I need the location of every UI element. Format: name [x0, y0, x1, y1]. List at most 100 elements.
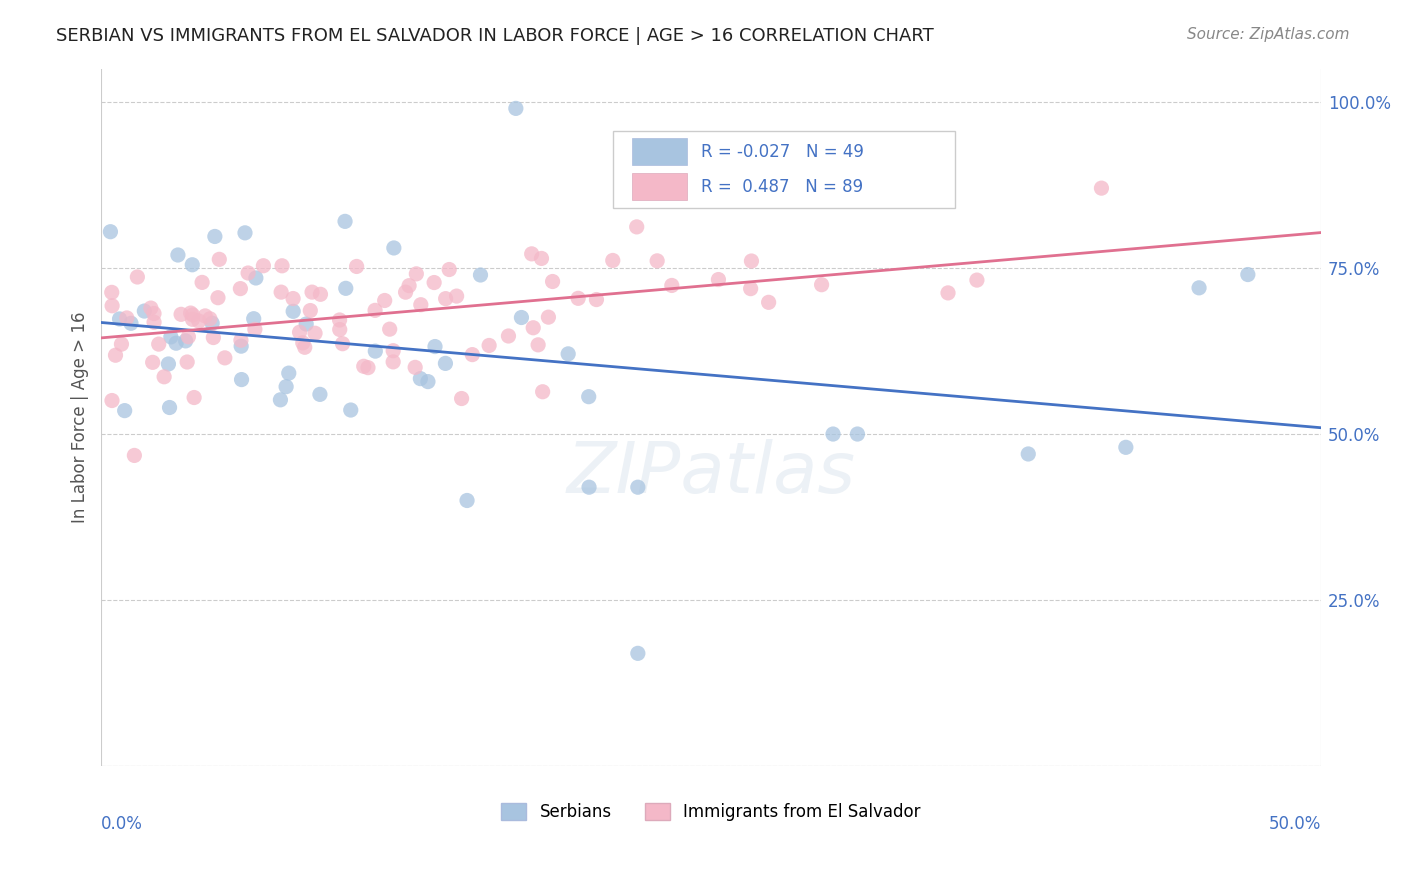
Serbians: [578, 390, 600, 404]
Immigrants from El Salvador: [661, 278, 683, 293]
Serbians: [1115, 440, 1137, 454]
Immigrants from El Salvador: [353, 359, 375, 374]
Immigrants from El Salvador: [450, 392, 472, 406]
Immigrants from El Salvador: [461, 348, 484, 362]
Immigrants from El Salvador: [271, 259, 294, 273]
Immigrants from El Salvador: [100, 285, 122, 300]
Immigrants from El Salvador: [115, 310, 138, 325]
Text: R = -0.027   N = 49: R = -0.027 N = 49: [702, 144, 865, 161]
Serbians: [283, 304, 305, 318]
Serbians: [201, 316, 224, 330]
Immigrants from El Salvador: [936, 285, 959, 300]
Immigrants from El Salvador: [142, 355, 165, 369]
Serbians: [277, 366, 299, 380]
Immigrants from El Salvador: [602, 253, 624, 268]
Immigrants from El Salvador: [478, 338, 501, 352]
Immigrants from El Salvador: [180, 306, 202, 320]
Immigrants from El Salvador: [434, 292, 457, 306]
Immigrants from El Salvador: [530, 252, 553, 266]
Immigrants from El Salvador: [364, 303, 387, 318]
Serbians: [108, 312, 131, 326]
Immigrants from El Salvador: [270, 285, 292, 300]
Immigrants from El Salvador: [522, 320, 544, 334]
FancyBboxPatch shape: [613, 131, 955, 208]
Immigrants from El Salvador: [394, 285, 416, 300]
Serbians: [339, 403, 361, 417]
Serbians: [505, 102, 527, 116]
Immigrants from El Salvador: [329, 322, 352, 336]
Serbians: [1017, 447, 1039, 461]
Text: R =  0.487   N = 89: R = 0.487 N = 89: [702, 178, 863, 196]
Serbians: [470, 268, 492, 282]
Immigrants from El Salvador: [740, 254, 762, 268]
Immigrants from El Salvador: [291, 335, 314, 350]
Immigrants from El Salvador: [332, 336, 354, 351]
Immigrants from El Salvador: [208, 252, 231, 267]
Immigrants from El Salvador: [378, 322, 401, 336]
Serbians: [627, 646, 650, 660]
Serbians: [157, 357, 180, 371]
Immigrants from El Salvador: [437, 262, 460, 277]
Serbians: [309, 387, 332, 401]
FancyBboxPatch shape: [631, 173, 686, 200]
Immigrants from El Salvador: [446, 289, 468, 303]
Serbians: [231, 373, 253, 387]
Immigrants from El Salvador: [236, 266, 259, 280]
Serbians: [181, 258, 204, 272]
Immigrants from El Salvador: [405, 267, 427, 281]
Serbians: [846, 427, 869, 442]
Immigrants from El Salvador: [101, 393, 124, 408]
Serbians: [510, 310, 533, 325]
Immigrants from El Salvador: [567, 291, 589, 305]
Immigrants from El Salvador: [104, 348, 127, 362]
Serbians: [204, 229, 226, 244]
Serbians: [242, 311, 264, 326]
Serbians: [434, 356, 457, 370]
Immigrants from El Salvador: [423, 276, 446, 290]
Immigrants from El Salvador: [520, 247, 543, 261]
Immigrants from El Salvador: [498, 329, 520, 343]
Immigrants from El Salvador: [191, 276, 214, 290]
Serbians: [165, 336, 187, 351]
Immigrants from El Salvador: [181, 308, 204, 322]
Immigrants from El Salvador: [585, 293, 607, 307]
Text: Source: ZipAtlas.com: Source: ZipAtlas.com: [1187, 27, 1350, 42]
Serbians: [174, 334, 197, 348]
Immigrants from El Salvador: [357, 360, 380, 375]
Immigrants from El Salvador: [294, 340, 316, 354]
Serbians: [269, 392, 291, 407]
Text: ZIPatlas: ZIPatlas: [567, 439, 855, 508]
Immigrants from El Salvador: [194, 309, 217, 323]
Immigrants from El Salvador: [153, 369, 176, 384]
Immigrants from El Salvador: [966, 273, 988, 287]
Immigrants from El Salvador: [740, 282, 762, 296]
Serbians: [159, 401, 181, 415]
Immigrants from El Salvador: [645, 253, 668, 268]
Immigrants from El Salvador: [148, 337, 170, 351]
Serbians: [423, 340, 446, 354]
Serbians: [1237, 268, 1260, 282]
Immigrants from El Salvador: [229, 333, 252, 347]
Immigrants from El Salvador: [181, 312, 204, 326]
Serbians: [416, 375, 439, 389]
Immigrants from El Salvador: [252, 259, 274, 273]
Immigrants from El Salvador: [176, 355, 198, 369]
Immigrants from El Salvador: [346, 260, 368, 274]
Immigrants from El Salvador: [374, 293, 396, 308]
Immigrants from El Salvador: [398, 278, 420, 293]
FancyBboxPatch shape: [631, 138, 686, 165]
Serbians: [333, 214, 356, 228]
Immigrants from El Salvador: [1090, 181, 1112, 195]
Immigrants from El Salvador: [187, 314, 209, 328]
Immigrants from El Salvador: [139, 301, 162, 315]
Immigrants from El Salvador: [207, 291, 229, 305]
Immigrants from El Salvador: [229, 282, 252, 296]
Immigrants from El Salvador: [707, 272, 730, 286]
Serbians: [627, 480, 650, 494]
Serbians: [274, 379, 297, 393]
Immigrants from El Salvador: [329, 313, 352, 327]
Immigrants from El Salvador: [202, 330, 225, 344]
Serbians: [364, 344, 387, 359]
Serbians: [578, 480, 600, 494]
Serbians: [160, 330, 183, 344]
